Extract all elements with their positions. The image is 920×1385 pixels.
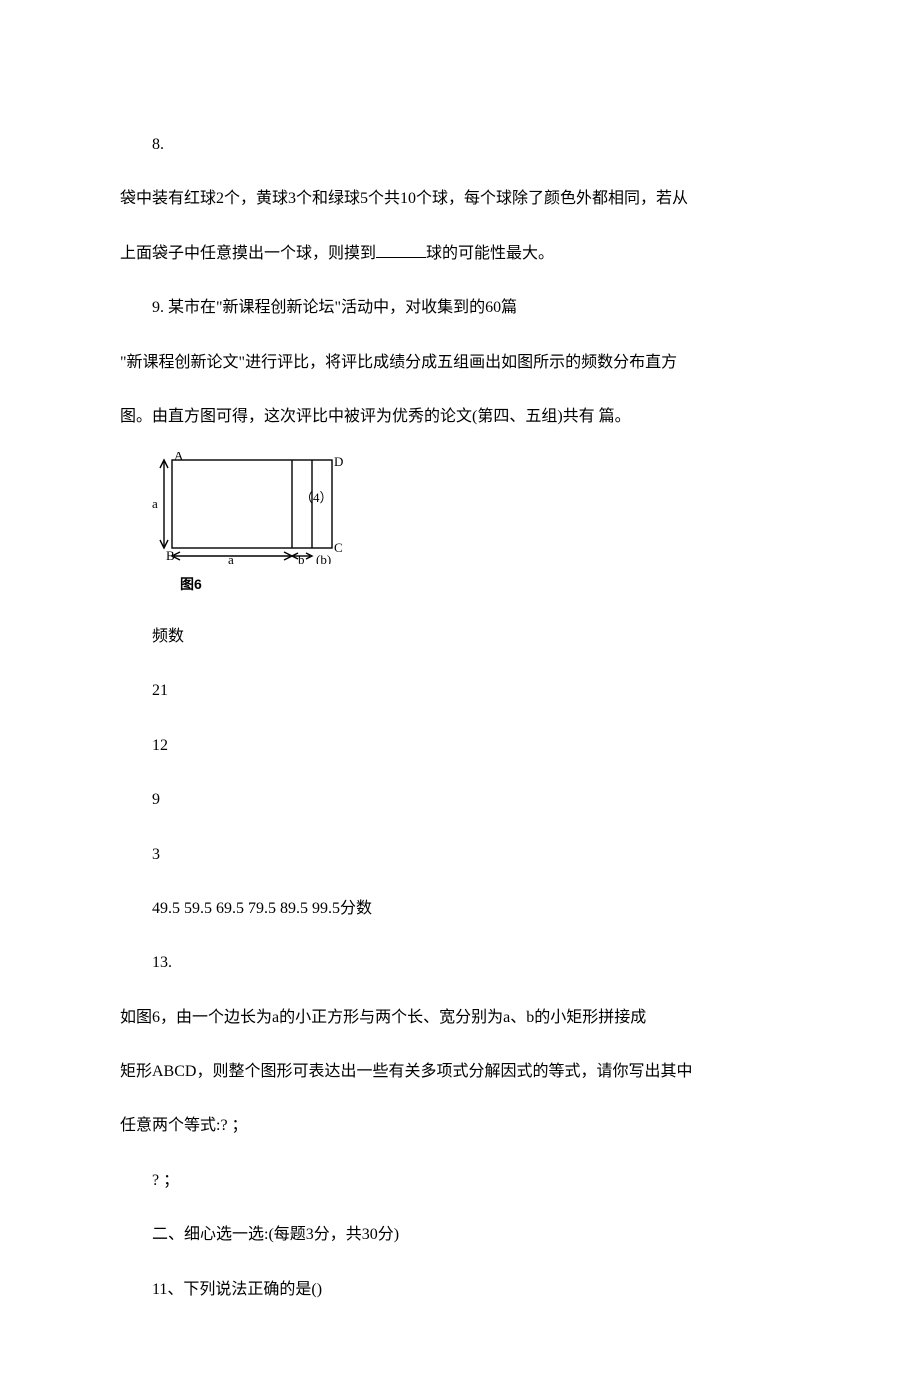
label-inside: （4） — [300, 490, 333, 505]
q13-line2: 矩形ABCD，则整个图形可表达出一些有关多项式分解因式的等式，请你写出其中 — [120, 1053, 800, 1091]
label-b-bottom: b — [298, 552, 305, 564]
label-a-bottom: a — [228, 552, 234, 564]
q8-line1: 袋中装有红球2个，黄球3个和绿球5个共10个球，每个球除了颜色外都相同，若从 — [120, 180, 800, 218]
label-C: C — [334, 540, 343, 555]
hist-f0: 21 — [120, 672, 800, 710]
label-B: B — [166, 548, 175, 563]
q13-line1: 如图6，由一个边长为a的小正方形与两个长、宽分别为a、b的小矩形拼接成 — [120, 999, 800, 1037]
q9-line2: "新课程创新论文"进行评比，将评比成绩分成五组画出如图所示的频数分布直方 — [120, 344, 800, 382]
q13-number: 13. — [120, 944, 800, 982]
q13-line3: 任意两个等式:? ； — [120, 1107, 800, 1145]
hist-f1: 12 — [120, 727, 800, 765]
q8-line2b: 球的可能性最大。 — [426, 245, 554, 262]
label-A: A — [174, 452, 184, 463]
q13-line4: ? ； — [120, 1162, 800, 1200]
page: 8. 袋中装有红球2个，黄球3个和绿球5个共10个球，每个球除了颜色外都相同，若… — [0, 0, 920, 1385]
label-D: D — [334, 454, 343, 469]
label-lb: (b) — [316, 552, 331, 564]
hist-f2: 9 — [120, 781, 800, 819]
q8-line2: 上面袋子中任意摸出一个球，则摸到 球的可能性最大。 — [120, 235, 800, 273]
hist-edges: 49.5 59.5 69.5 79.5 89.5 99.5分数 — [120, 890, 800, 928]
q8-number: 8. — [120, 126, 800, 164]
figure-6: A D B C a a b (b) （4） — [152, 452, 800, 564]
q11-text: 11、下列说法正确的是() — [120, 1271, 800, 1309]
q9-first: 9. 某市在"新课程创新论坛"活动中，对收集到的60篇 — [120, 289, 800, 327]
label-a-left: a — [152, 496, 158, 511]
q8-line2a: 上面袋子中任意摸出一个球，则摸到 — [120, 245, 376, 262]
figure-6-caption: 图6 — [180, 568, 800, 602]
section2-heading: 二、细心选一选:(每题3分，共30分) — [120, 1216, 800, 1254]
q8-blank[interactable] — [376, 241, 426, 258]
hist-f3: 3 — [120, 836, 800, 874]
q9-line3: 图。由直方图可得，这次评比中被评为优秀的论文(第四、五组)共有 篇。 — [120, 398, 800, 436]
hist-ylabel: 频数 — [120, 618, 800, 656]
